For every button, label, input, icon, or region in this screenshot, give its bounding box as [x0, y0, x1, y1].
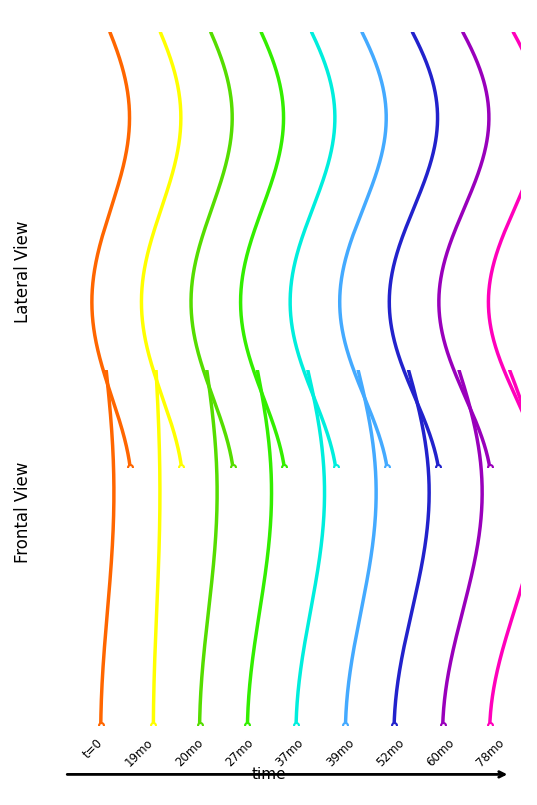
- Text: Lateral View: Lateral View: [14, 220, 32, 323]
- Text: 60mo: 60mo: [424, 737, 457, 770]
- Text: 27mo: 27mo: [223, 737, 256, 770]
- Text: time: time: [251, 767, 286, 782]
- Text: 20mo: 20mo: [173, 737, 206, 770]
- Text: 39mo: 39mo: [324, 737, 357, 770]
- Text: t=0: t=0: [81, 737, 105, 762]
- Text: 19mo: 19mo: [123, 737, 156, 770]
- Text: 52mo: 52mo: [374, 737, 407, 770]
- Text: 78mo: 78mo: [474, 737, 507, 770]
- Text: Frontal View: Frontal View: [14, 461, 32, 563]
- Text: 37mo: 37mo: [273, 737, 306, 770]
